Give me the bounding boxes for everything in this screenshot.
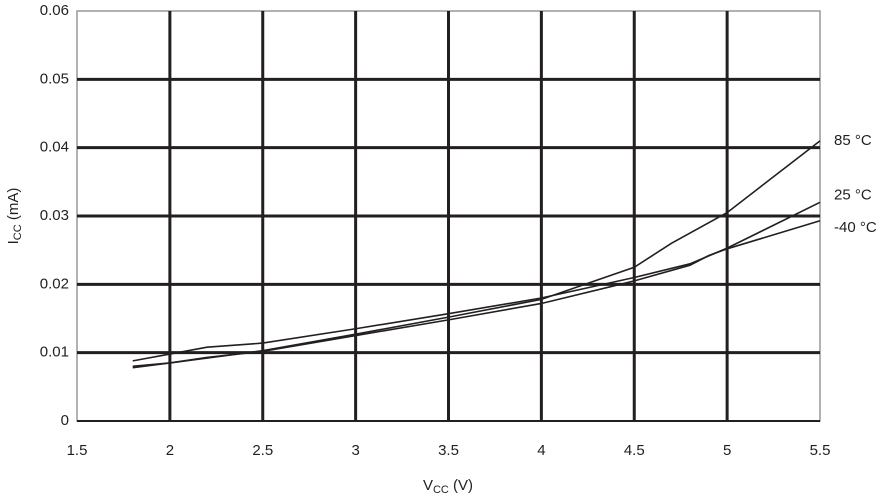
x-tick-label: 4 <box>537 442 545 459</box>
y-tick-label: 0.05 <box>40 70 69 87</box>
y-tick-label: 0.06 <box>40 2 69 19</box>
x-tick-label: 3.5 <box>438 442 459 459</box>
y-axis-title: ICC (mA) <box>5 188 24 245</box>
y-tick-label: 0.03 <box>40 207 69 224</box>
x-tick-label: 1.5 <box>67 442 88 459</box>
x-tick-label: 4.5 <box>624 442 645 459</box>
legend-label: -40 °C <box>834 219 877 236</box>
y-axis-title-rest: (mA) <box>5 188 22 225</box>
legend-label: 25 °C <box>834 186 872 203</box>
x-axis-title: VCC (V) <box>423 477 473 496</box>
data-line <box>132 140 821 369</box>
y-axis-title-main: I <box>5 240 22 244</box>
y-axis-title-sub: CC <box>12 224 24 240</box>
data-line <box>132 201 821 362</box>
x-tick-label: 3 <box>351 442 359 459</box>
legend-label: 85 °C <box>834 132 872 149</box>
x-axis-title-main: V <box>423 477 433 494</box>
y-tick-label: 0 <box>61 412 69 429</box>
y-tick-label: 0.01 <box>40 344 69 361</box>
x-axis-title-sub: CC <box>433 484 449 496</box>
y-tick-label: 0.04 <box>40 139 69 156</box>
y-tick-label: 0.02 <box>40 275 69 292</box>
x-tick-label: 2.5 <box>252 442 273 459</box>
x-tick-label: 5.5 <box>810 442 831 459</box>
data-line <box>132 220 821 368</box>
x-axis-title-rest: (V) <box>449 477 473 494</box>
x-tick-label: 2 <box>166 442 174 459</box>
x-tick-label: 5 <box>723 442 731 459</box>
